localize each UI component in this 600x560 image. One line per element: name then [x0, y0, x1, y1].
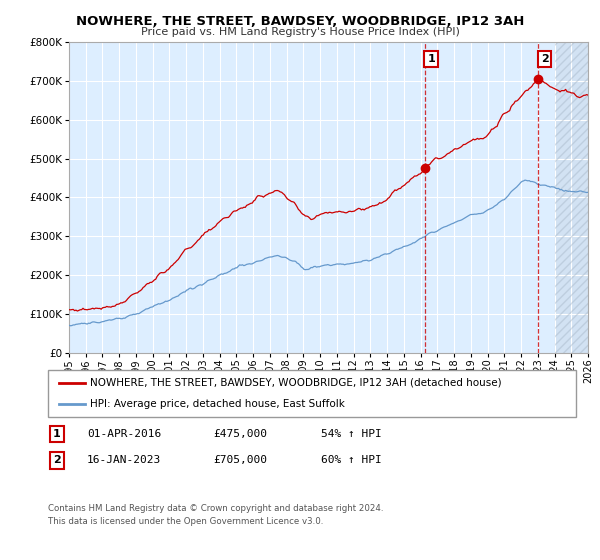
Text: 1: 1: [427, 54, 435, 64]
Text: NOWHERE, THE STREET, BAWDSEY, WOODBRIDGE, IP12 3AH: NOWHERE, THE STREET, BAWDSEY, WOODBRIDGE…: [76, 15, 524, 27]
Text: HPI: Average price, detached house, East Suffolk: HPI: Average price, detached house, East…: [90, 399, 345, 409]
Text: £705,000: £705,000: [213, 455, 267, 465]
Text: Contains HM Land Registry data © Crown copyright and database right 2024.
This d: Contains HM Land Registry data © Crown c…: [48, 504, 383, 525]
Bar: [554, 42, 588, 353]
Bar: [554, 42, 588, 353]
Text: 54% ↑ HPI: 54% ↑ HPI: [321, 429, 382, 439]
Text: 16-JAN-2023: 16-JAN-2023: [87, 455, 161, 465]
Text: 1: 1: [53, 429, 61, 439]
Text: Price paid vs. HM Land Registry's House Price Index (HPI): Price paid vs. HM Land Registry's House …: [140, 27, 460, 37]
FancyBboxPatch shape: [48, 370, 576, 417]
Text: 01-APR-2016: 01-APR-2016: [87, 429, 161, 439]
Text: 2: 2: [541, 54, 549, 64]
Text: 60% ↑ HPI: 60% ↑ HPI: [321, 455, 382, 465]
Text: NOWHERE, THE STREET, BAWDSEY, WOODBRIDGE, IP12 3AH (detached house): NOWHERE, THE STREET, BAWDSEY, WOODBRIDGE…: [90, 378, 502, 388]
Text: £475,000: £475,000: [213, 429, 267, 439]
Text: 2: 2: [53, 455, 61, 465]
